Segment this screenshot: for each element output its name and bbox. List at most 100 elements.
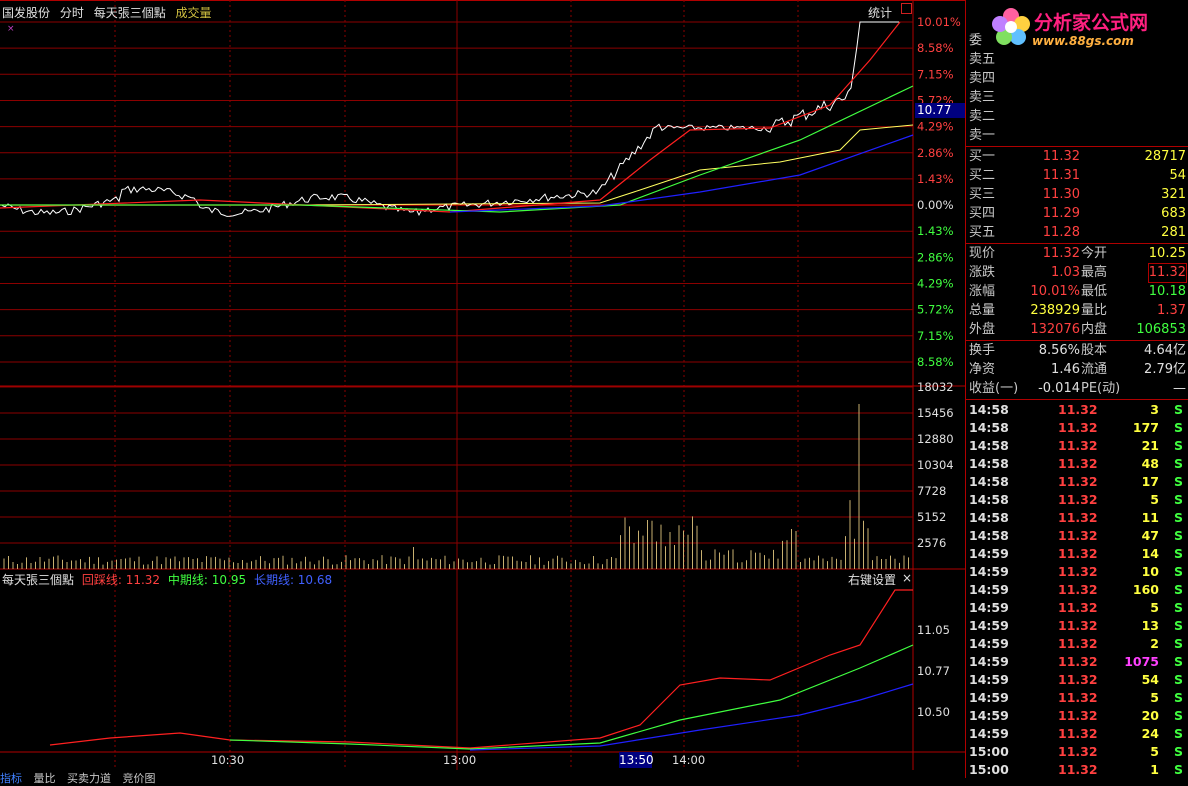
price-axis-label: 0.00% xyxy=(917,198,954,212)
stock-name: 国发股份 xyxy=(2,6,51,20)
tick-price: 11.32 xyxy=(1058,420,1098,435)
tick-price: 11.32 xyxy=(1058,438,1098,453)
tick-price: 11.32 xyxy=(1058,456,1098,471)
mid-line-label: 中期线: 10.95 xyxy=(167,573,247,587)
tick-time: 14:59 xyxy=(969,672,1009,687)
chart-header: 国发股份 分时 每天張三個點 成交量 xyxy=(2,4,218,21)
tick-volume: 5 xyxy=(1150,744,1159,759)
stat-label: 换手 xyxy=(969,343,996,358)
tick-row: 15:00 11.32 1 S xyxy=(966,761,1188,779)
chart-area[interactable]: 10.01% 8.58% 7.15% 5.72% 4.29% 2.86% 1.43% 0.00… xyxy=(0,0,966,785)
quote-stat-row: 换手 8.56% 股本 4.64亿 xyxy=(966,342,1188,360)
tick-time: 15:00 xyxy=(969,762,1009,777)
tick-side: S xyxy=(1173,492,1183,507)
tick-volume: 48 xyxy=(1141,456,1159,471)
indicator-axis-label: 10.50 xyxy=(917,705,950,719)
quote-stat-row: 涨跌 1.03 最高 11.32 xyxy=(966,263,1188,283)
stat-value: 1.37 xyxy=(1157,303,1186,318)
stat-label: 量比 xyxy=(1081,303,1108,318)
quote-stat-row: 总量 238929 量比 1.37 xyxy=(966,302,1188,320)
buy-level-label: 买一 xyxy=(969,149,996,164)
tick-time: 14:59 xyxy=(969,564,1009,579)
price-axis-label: 1.43% xyxy=(917,224,954,238)
tick-row: 14:58 11.32 48 S xyxy=(966,455,1188,473)
tab-volume-ratio[interactable]: 量比 xyxy=(33,772,56,785)
tick-volume: 5 xyxy=(1150,492,1159,507)
tab-buy-sell-force[interactable]: 买卖力道 xyxy=(67,772,111,785)
tick-side: S xyxy=(1173,744,1183,759)
buy-level-price: 11.32 xyxy=(1042,149,1080,164)
tick-side: S xyxy=(1173,726,1183,741)
price-axis-label: 2.86% xyxy=(917,250,954,264)
tab-auction[interactable]: 竞价图 xyxy=(122,772,156,785)
quote-panel: 分析家公式网 www.88gs.com 委 卖五 卖四 卖三 卖二 卖一 买一 11.3… xyxy=(965,0,1188,778)
maximize-icon[interactable] xyxy=(901,3,912,14)
volume-axis-label: 10304 xyxy=(917,458,954,472)
tick-volume: 47 xyxy=(1141,528,1159,543)
tick-time: 14:59 xyxy=(969,600,1009,615)
tab-indicator[interactable]: 指标 xyxy=(0,772,22,785)
tick-row: 14:59 11.32 20 S xyxy=(966,707,1188,725)
buy-level-label: 买二 xyxy=(969,168,996,183)
tick-volume: 24 xyxy=(1141,726,1159,741)
tick-time: 14:58 xyxy=(969,402,1009,417)
tick-price: 11.32 xyxy=(1058,690,1098,705)
close-icon[interactable]: × xyxy=(902,571,913,585)
tick-side: S xyxy=(1173,636,1183,651)
tick-row: 14:58 11.32 21 S xyxy=(966,437,1188,455)
quote-stat-row: 净资 1.46 流通 2.79亿 xyxy=(966,361,1188,379)
volume-label: 成交量 xyxy=(175,6,212,20)
settings-hint[interactable]: 右键设置 xyxy=(848,573,897,587)
tick-row: 14:58 11.32 47 S xyxy=(966,527,1188,545)
order-ratio-label: 委 xyxy=(969,33,983,48)
tick-price: 11.32 xyxy=(1058,582,1098,597)
view-label[interactable]: 分时 xyxy=(59,6,84,20)
indicator-axis-label: 10.77 xyxy=(917,664,950,678)
tick-time: 14:59 xyxy=(969,708,1009,723)
stat-value: 10.01% xyxy=(1030,284,1080,299)
tick-price: 11.32 xyxy=(1058,510,1098,525)
price-axis-label: 7.15% xyxy=(917,67,954,81)
indicator-name: 每天張三個點 xyxy=(93,6,166,20)
price-axis-label: 8.58% xyxy=(917,355,954,369)
slow-line-label: 长期线: 10.68 xyxy=(253,573,333,587)
stat-label: 内盘 xyxy=(1081,322,1108,337)
tick-row: 14:59 11.32 54 S xyxy=(966,671,1188,689)
stat-label: 现价 xyxy=(969,246,996,261)
tick-side: S xyxy=(1173,672,1183,687)
buy-level-price: 11.31 xyxy=(1042,168,1080,183)
sell-level-label: 卖三 xyxy=(969,90,996,105)
fast-line xyxy=(0,21,901,213)
stat-value: -0.014 xyxy=(1038,381,1080,396)
indicator-mid-line xyxy=(229,644,914,750)
quote-stat-row: 收益(一) -0.014 PE(动) — xyxy=(966,380,1188,398)
tick-volume: 21 xyxy=(1141,438,1159,453)
sell-level-label: 卖二 xyxy=(969,109,996,124)
cursor-price-tag: 10.77 xyxy=(915,103,966,118)
sell-level-label: 卖四 xyxy=(969,71,996,86)
tick-row: 14:59 11.32 13 S xyxy=(966,617,1188,635)
slow-line xyxy=(449,134,914,213)
buy-level-volume: 54 xyxy=(1169,168,1186,183)
tick-volume: 14 xyxy=(1141,546,1159,561)
stat-value: 1.03 xyxy=(1051,265,1080,280)
price-axis-label: 4.29% xyxy=(917,120,954,134)
mid-line xyxy=(0,85,914,213)
volume-axis-label: 5152 xyxy=(917,510,946,524)
buy-level-volume: 683 xyxy=(1161,206,1186,221)
tick-time: 14:58 xyxy=(969,474,1009,489)
sell-level-label: 卖五 xyxy=(969,52,996,67)
average-price-line xyxy=(0,124,914,206)
stats-button[interactable]: 统计 xyxy=(868,6,893,20)
stat-label: 股本 xyxy=(1081,343,1108,358)
tick-side: S xyxy=(1173,582,1183,597)
tick-row: 14:59 11.32 5 S xyxy=(966,599,1188,617)
buy-level-price: 11.30 xyxy=(1042,187,1080,202)
site-logo: 分析家公式网 www.88gs.com xyxy=(988,4,1186,50)
tick-row: 14:58 11.32 5 S xyxy=(966,491,1188,509)
tick-side: S xyxy=(1173,690,1183,705)
intraday-chart[interactable]: 10.01% 8.58% 7.15% 5.72% 4.29% 2.86% 1.43% 0.00… xyxy=(0,0,965,778)
stat-label: 总量 xyxy=(969,303,996,318)
tick-volume: 10 xyxy=(1141,564,1159,579)
tick-row: 14:59 11.32 24 S xyxy=(966,725,1188,743)
